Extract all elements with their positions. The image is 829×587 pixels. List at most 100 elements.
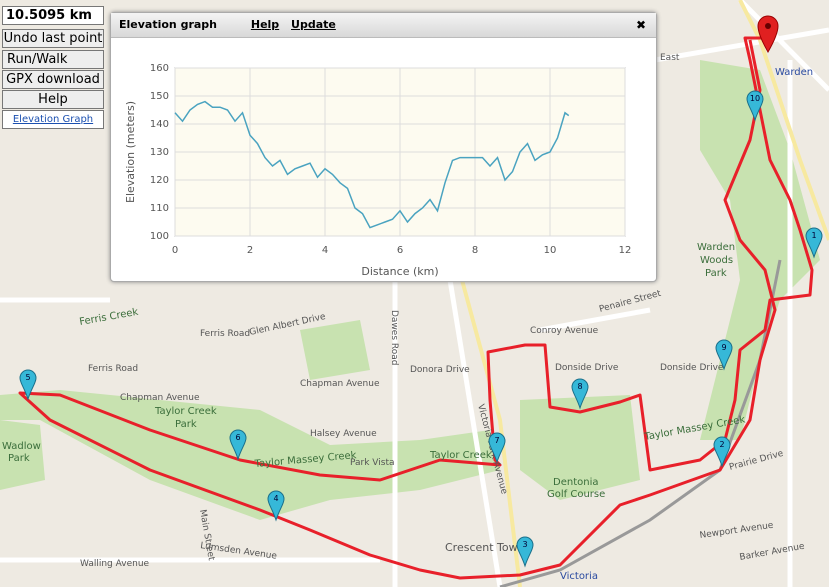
dialog-header: Elevation graph Help Update ✖	[111, 13, 656, 38]
park-label: Park	[8, 453, 30, 464]
station-label: Warden	[775, 67, 813, 78]
street-label: Prairie Drive	[728, 449, 785, 473]
x-tick-label: 8	[472, 245, 478, 256]
marker-pin	[805, 227, 823, 259]
route-marker: 9	[715, 339, 733, 371]
marker-pin	[229, 429, 247, 461]
street-label: Ferris Road	[200, 329, 250, 339]
street-label: Ferris Road	[88, 364, 138, 374]
marker-label: 8	[577, 382, 582, 391]
marker-pin	[19, 369, 37, 401]
elevation-dialog: Elevation graph Help Update ✖ 100 110 120 1…	[110, 12, 657, 282]
undo-button[interactable]: Undo last point	[2, 29, 104, 48]
street-label: Halsey Avenue	[310, 429, 377, 439]
help-button[interactable]: Help	[2, 90, 104, 109]
mode-select[interactable]: Run/Walk	[2, 50, 104, 69]
marker-label: 2	[719, 440, 724, 449]
update-link[interactable]: Update	[291, 18, 336, 31]
marker-pin	[746, 90, 764, 122]
elevation-line	[174, 100, 570, 229]
y-tick-label: 130	[150, 147, 169, 158]
creek-label: Taylor Creek	[429, 450, 492, 461]
park-label: Warden	[697, 242, 735, 253]
marker-label: 6	[235, 433, 240, 442]
park-label: Wadlow	[2, 441, 41, 452]
park-label: Park	[705, 268, 727, 279]
street-label: Donside Drive	[660, 363, 724, 373]
route-marker: 2	[713, 436, 731, 468]
park-label: Park	[175, 419, 197, 430]
y-axis-label: Elevation (meters)	[124, 101, 137, 203]
marker-label: 5	[25, 373, 30, 382]
y-tick-label: 150	[150, 91, 169, 102]
x-tick-label: 2	[247, 245, 253, 256]
route-marker: 6	[229, 429, 247, 461]
elevation-chart: 100 110 120 130 140 150 160 0 2 4 6 8 10 12 Distance (…	[124, 63, 632, 278]
street-label: Donside Drive	[555, 363, 619, 373]
x-tick-label: 6	[397, 245, 403, 256]
route-marker: 7	[488, 432, 506, 464]
y-tick-label: 120	[150, 175, 169, 186]
route-marker: 10	[746, 90, 764, 122]
street-label: Chapman Avenue	[120, 393, 200, 403]
street-label: Park Vista	[350, 458, 395, 468]
gpx-button[interactable]: GPX download	[2, 70, 104, 89]
marker-label: 1	[811, 231, 816, 240]
x-tick-label: 10	[544, 245, 557, 256]
route-marker: 3	[516, 536, 534, 568]
end-marker	[757, 15, 779, 54]
street-label: Newport Avenue	[699, 521, 775, 541]
marker-label: 10	[750, 94, 760, 103]
marker-pin	[713, 436, 731, 468]
street-label: Conroy Avenue	[530, 326, 599, 336]
park-label: Woods	[700, 255, 733, 266]
marker-label: 7	[494, 436, 499, 445]
elevation-link[interactable]: Elevation Graph	[2, 110, 104, 129]
x-tick-label: 12	[619, 245, 632, 256]
x-tick-label: 4	[322, 245, 328, 256]
end-marker-dot	[765, 23, 771, 29]
street-label: Donora Drive	[410, 365, 470, 375]
route	[18, 36, 814, 580]
marker-label: 9	[721, 343, 726, 352]
park-label: Golf Course	[547, 489, 605, 500]
street-label: Penaire Street	[598, 289, 662, 315]
marker-label: 3	[522, 540, 527, 549]
roads-major	[460, 0, 829, 587]
x-tick-label: 0	[172, 245, 178, 256]
place-label: Crescent Town	[445, 541, 525, 554]
street-label: Dawes Road	[389, 310, 399, 365]
route-marker: 5	[19, 369, 37, 401]
street-label: Main Street	[197, 509, 216, 562]
marker-pin	[571, 378, 589, 410]
station-label: Victoria	[560, 571, 598, 582]
y-tick-label: 100	[150, 231, 169, 242]
y-tick-label: 140	[150, 119, 169, 130]
x-axis-label: Distance (km)	[361, 265, 438, 278]
street-label: East	[660, 53, 680, 63]
route-marker: 4	[267, 490, 285, 522]
street-label: Barker Avenue	[739, 542, 806, 563]
help-link[interactable]: Help	[250, 18, 280, 31]
creek-label: Ferris Creek	[79, 307, 140, 328]
marker-pin	[715, 339, 733, 371]
y-tick-label: 110	[150, 203, 169, 214]
marker-pin	[267, 490, 285, 522]
park-label: Taylor Creek	[154, 406, 217, 417]
route-marker: 1	[805, 227, 823, 259]
marker-label: 4	[273, 494, 278, 503]
y-tick-label: 160	[150, 63, 169, 74]
marker-pin	[516, 536, 534, 568]
railway	[499, 259, 782, 587]
marker-pin	[488, 432, 506, 464]
street-label: Walling Avenue	[80, 559, 150, 569]
route-marker: 8	[571, 378, 589, 410]
park-label: Dentonia	[553, 477, 598, 488]
dialog-title: Elevation graph	[119, 18, 218, 31]
close-button[interactable]: ✖	[635, 18, 646, 32]
distance: 10.5095 km	[2, 6, 104, 25]
